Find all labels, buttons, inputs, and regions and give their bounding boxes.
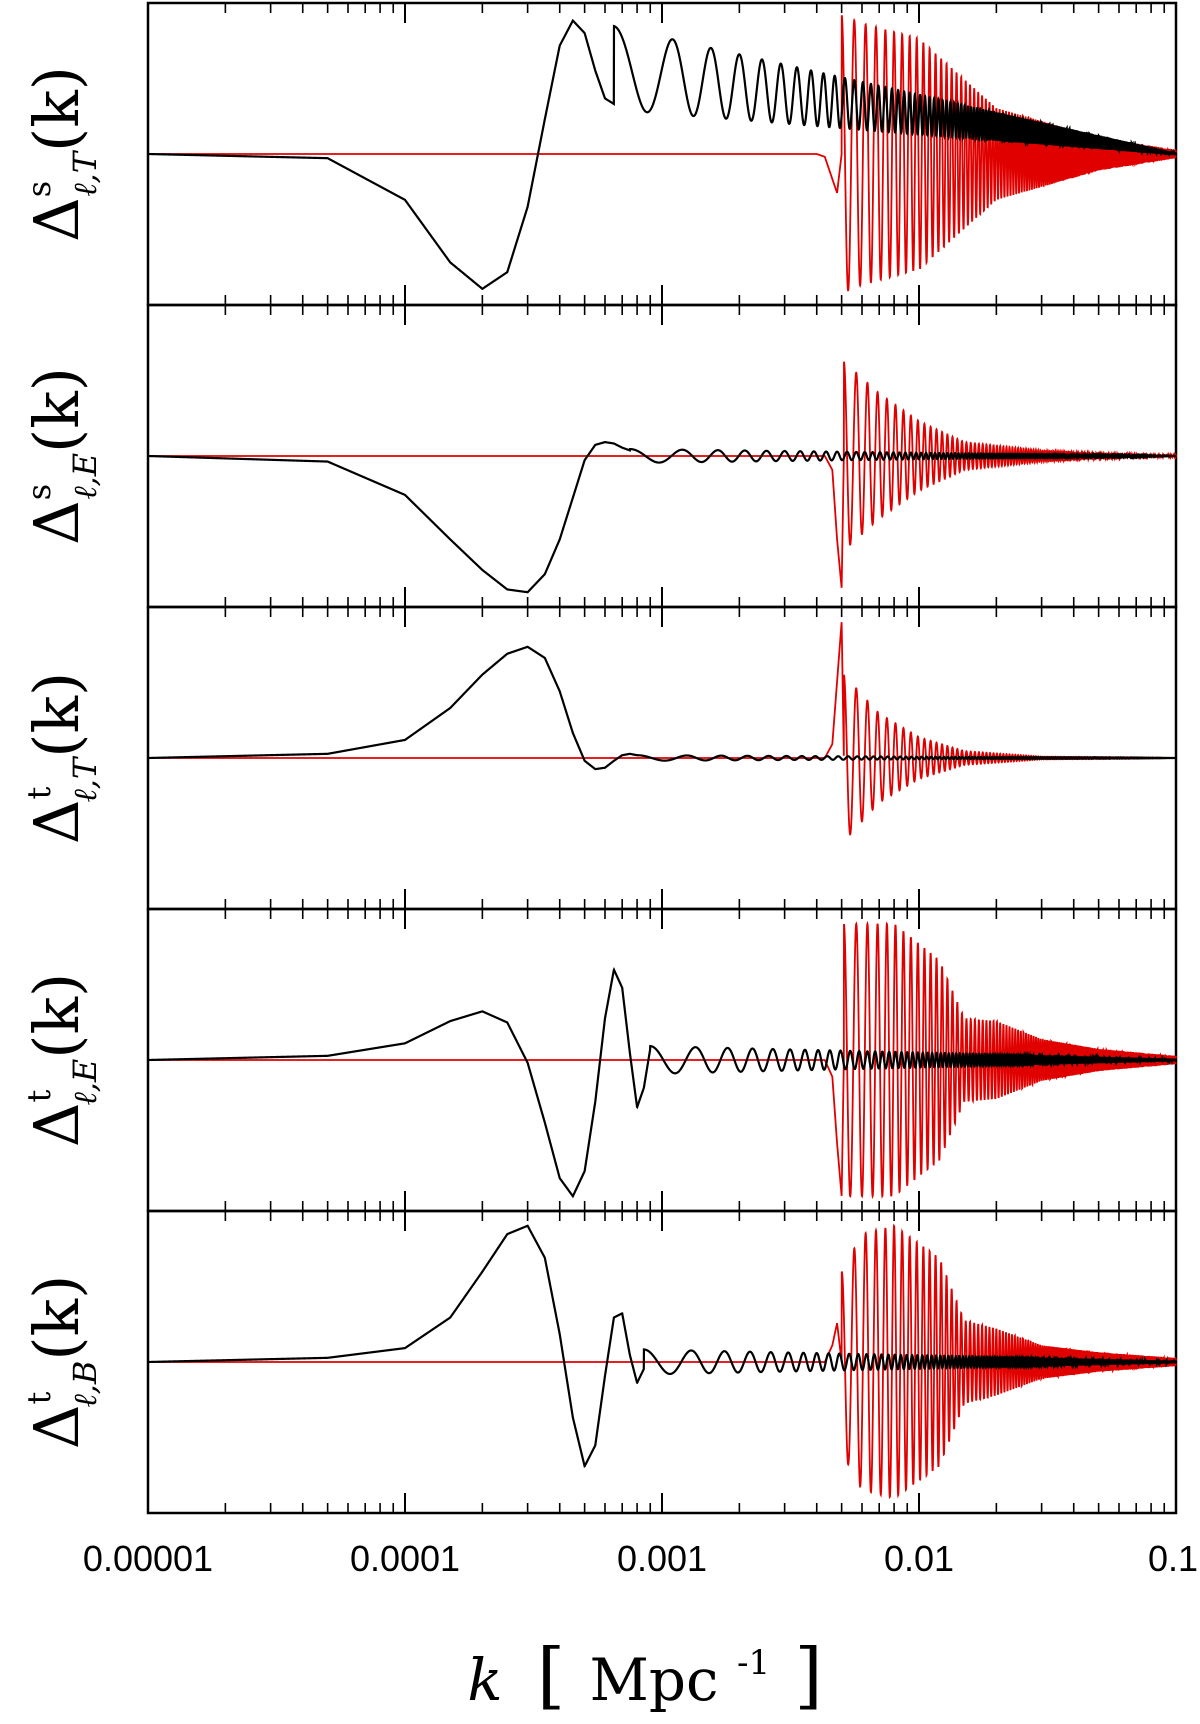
- panel-1: Δs ℓ,T(k): [20, 1, 1178, 307]
- panel-2: Δs ℓ,E(k): [20, 303, 1178, 609]
- series-line-red: [148, 1223, 1177, 1500]
- y-label-sub-ell: ℓ,: [66, 1384, 104, 1408]
- series-line-red: [148, 622, 1176, 836]
- y-label-sup: s: [20, 484, 58, 500]
- y-label-sub-field: B: [66, 1361, 104, 1386]
- y-label-sub-ell: ℓ,: [66, 173, 104, 197]
- y-axis-label: Δt ℓ,E(k): [20, 973, 104, 1147]
- series-line-black: [148, 1224, 1178, 1469]
- series-line-black: [148, 645, 1176, 771]
- x-tick-label: 0.1: [1148, 1538, 1198, 1579]
- series-line-black: [148, 967, 1178, 1199]
- series-line-red: [148, 15, 1177, 292]
- y-axis-label: Δs ℓ,T(k): [20, 66, 104, 242]
- y-label-arg: (k): [20, 672, 93, 758]
- y-label-base: Δ: [20, 500, 93, 545]
- panel-5: Δt ℓ,B(k): [20, 1209, 1178, 1515]
- y-label-base: Δ: [20, 197, 93, 242]
- x-axis-label: k [ Mpc -1 ]: [467, 1620, 822, 1717]
- x-tick-label: 0.01: [884, 1538, 954, 1579]
- y-label-arg: (k): [20, 367, 93, 453]
- series-line-red: [148, 920, 1177, 1200]
- x-axis-label-close-bracket: ]: [795, 1633, 823, 1717]
- series-line-red: [148, 361, 1177, 588]
- y-label-sup: t: [20, 786, 58, 799]
- series-line-black: [148, 18, 1178, 291]
- y-label-sub-ell: ℓ,: [66, 779, 104, 803]
- y-axis-label: Δt ℓ,B(k): [20, 1275, 104, 1450]
- y-label-arg: (k): [20, 973, 93, 1059]
- y-axis-label: Δs ℓ,E(k): [20, 367, 104, 545]
- y-label-sub-field: E: [66, 453, 104, 477]
- y-label-base: Δ: [20, 1405, 93, 1450]
- y-label-base: Δ: [20, 1102, 93, 1147]
- panel-3: Δt ℓ,T(k): [20, 605, 1178, 911]
- x-axis: 0.00001 0.0001 0.001 0.01 0.1: [83, 1538, 1198, 1579]
- x-tick-label: 0.0001: [350, 1538, 460, 1579]
- panels-group: Δs ℓ,T(k)Δs ℓ,E(k)Δt ℓ,T(k)Δt ℓ,E(k)Δt ℓ,B(k): [20, 1, 1178, 1515]
- y-label-sup: t: [20, 1392, 58, 1405]
- x-axis-label-open-bracket: [: [537, 1633, 565, 1717]
- y-label-base: Δ: [20, 799, 93, 844]
- y-label-sub-field: T: [66, 149, 104, 173]
- x-axis-label-unit: Mpc: [590, 1646, 719, 1714]
- x-tick-label: 0.00001: [83, 1538, 213, 1579]
- y-label-sup: s: [20, 181, 58, 197]
- x-tick-label: 0.001: [617, 1538, 707, 1579]
- panel-4: Δt ℓ,E(k): [20, 907, 1178, 1213]
- x-axis-label-exponent: -1: [737, 1643, 770, 1683]
- series-line-black: [148, 441, 1176, 594]
- y-axis-label: Δt ℓ,T(k): [20, 672, 104, 844]
- y-label-sub-ell: ℓ,: [66, 1082, 104, 1106]
- y-label-arg: (k): [20, 1275, 93, 1361]
- y-label-sub-field: T: [66, 755, 104, 779]
- y-label-sub-field: E: [66, 1059, 104, 1083]
- y-label-arg: (k): [20, 66, 93, 152]
- y-label-sub-ell: ℓ,: [66, 476, 104, 500]
- y-label-sup: t: [20, 1089, 58, 1102]
- x-axis-label-symbol: k: [467, 1646, 502, 1714]
